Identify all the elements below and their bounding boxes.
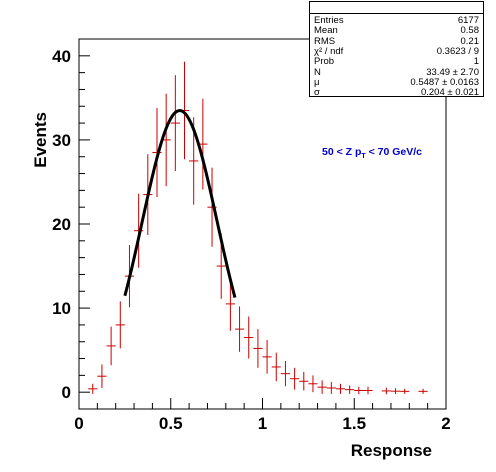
stats-box: Entries 6177 Mean 0.58 RMS 0.21 χ² / ndf 0.3623… (309, 1, 484, 98)
y-tick-label: 0 (62, 383, 71, 402)
stats-value: 0.58 (460, 25, 480, 37)
data-point (317, 380, 327, 394)
stats-key: Mean (314, 25, 338, 37)
x-tick-label: 1.5 (342, 414, 366, 433)
data-point (290, 367, 300, 390)
fit-curve-layer (123, 109, 237, 298)
data-point (234, 306, 245, 352)
x-axis-label: Response (351, 441, 432, 460)
stats-box-title (310, 2, 483, 14)
stats-key: RMS (314, 35, 336, 47)
x-tick-label: 0 (74, 414, 83, 433)
stats-key: N (314, 66, 321, 78)
stats-value: 1 (473, 56, 479, 68)
data-points (88, 61, 428, 395)
data-point (115, 301, 125, 349)
data-point (308, 375, 318, 393)
data-point (381, 387, 391, 395)
stats-row: μ 0.5487 ± 0.0163 (314, 77, 479, 88)
data-point (280, 361, 291, 387)
stats-row: Prob 1 (314, 56, 479, 67)
y-tick-label: 10 (52, 299, 71, 318)
data-point (363, 386, 373, 395)
data-point (262, 340, 272, 374)
stats-value: 0.21 (460, 35, 480, 47)
data-point (390, 388, 401, 395)
stats-value: 33.49 ± 2.70 (426, 66, 479, 78)
stats-key: Prob (314, 56, 335, 68)
data-point (271, 352, 281, 382)
stats-key: χ² / ndf (314, 45, 344, 57)
stats-row: χ² / ndf 0.3623 / 9 (314, 46, 479, 57)
data-point (345, 385, 355, 394)
stats-row: Mean 0.58 (314, 25, 479, 36)
data-point (244, 316, 254, 359)
x-tick-label: 1 (258, 414, 267, 433)
y-tick-label: 20 (52, 215, 71, 234)
data-point (400, 388, 410, 394)
gaussian-fit-curve (123, 109, 237, 298)
y-tick-label: 30 (52, 131, 71, 150)
y-axis-label: Events (31, 112, 50, 168)
data-point (354, 386, 364, 395)
stats-row: σ 0.204 ± 0.021 (314, 87, 479, 98)
data-point (225, 276, 235, 331)
data-point (170, 75, 180, 172)
data-point (418, 388, 428, 394)
kinematic-range-annotation: 50 < Z pT < 70 GeV/c (322, 146, 422, 160)
stats-value: 0.3623 / 9 (436, 45, 479, 57)
stats-row: N 33.49 ± 2.70 (314, 67, 479, 78)
stats-value: 0.5487 ± 0.0163 (410, 76, 479, 88)
data-point (97, 364, 107, 388)
stats-key: σ (314, 87, 320, 99)
x-tick-label: 0.5 (159, 414, 183, 433)
data-point (253, 329, 263, 368)
data-point (326, 382, 336, 394)
stats-value: 6177 (457, 15, 479, 26)
data-point (88, 383, 98, 394)
y-tick-label: 40 (52, 47, 71, 66)
stats-row: RMS 0.21 (314, 36, 479, 47)
stats-row: Entries 6177 (314, 15, 479, 26)
stats-value: 0.204 ± 0.021 (420, 87, 479, 99)
stats-key: μ (314, 76, 320, 88)
data-point (299, 372, 309, 391)
x-tick-label: 2 (441, 414, 450, 433)
data-point (335, 383, 346, 394)
data-point (106, 326, 116, 366)
stats-key: Entries (314, 15, 344, 26)
